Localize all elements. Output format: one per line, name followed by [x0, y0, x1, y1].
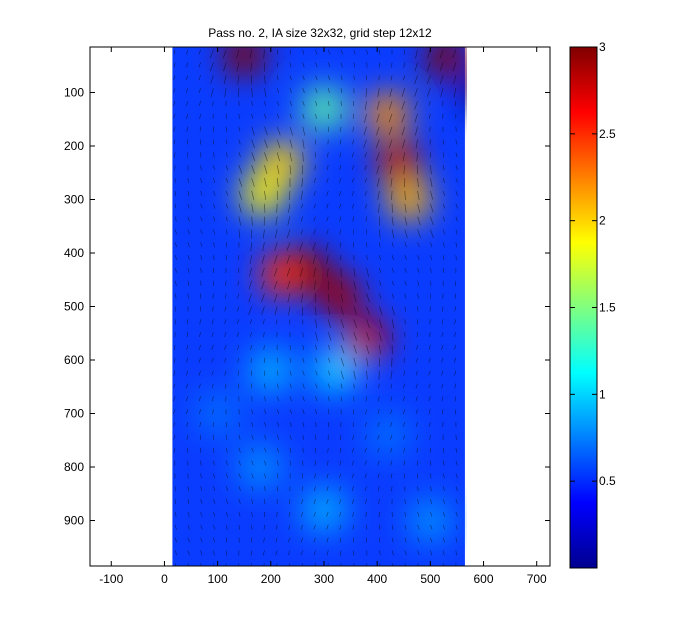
x-tick-label: 0	[161, 572, 168, 586]
x-tick-label: 700	[527, 572, 547, 586]
hotspot-2	[345, 317, 389, 361]
hotspot-11	[424, 36, 468, 80]
y-tick-label: 300	[64, 192, 84, 206]
hotspot-4	[376, 140, 420, 184]
x-tick-label: 400	[367, 572, 387, 586]
hotspot-5	[366, 92, 410, 136]
y-tick-label: 200	[64, 139, 84, 153]
y-tick-label: 400	[64, 246, 84, 260]
hotspot-14	[313, 349, 357, 393]
x-tick-label: 200	[261, 572, 281, 586]
x-tick-label: -100	[99, 572, 123, 586]
hotspot-19	[196, 392, 240, 436]
y-tick-label: 500	[64, 300, 84, 314]
hotspot-8	[241, 172, 285, 216]
colorbar-tick-label: 0.5	[599, 474, 616, 488]
colorbar-tick-label: 3	[599, 40, 606, 54]
hotspot-16	[302, 488, 346, 532]
colorbar-tick-label: 1	[599, 387, 606, 401]
colorbar-tick-label: 2.5	[599, 127, 616, 141]
hotspot-6	[387, 177, 431, 221]
hotspot-15	[238, 445, 282, 489]
y-tick-label: 900	[64, 514, 84, 528]
y-tick-label: 700	[64, 407, 84, 421]
heatmap	[172, 33, 505, 566]
hotspot-9	[302, 87, 346, 131]
colorbar: 0.5 1 1.5 2 2.5 3	[570, 40, 616, 568]
hotspot-3	[259, 252, 303, 296]
chart-title: Pass no. 2, IA size 32x32, grid step 12x…	[90, 26, 550, 40]
x-tick-label: 500	[420, 572, 440, 586]
hotspot-17	[366, 413, 410, 457]
y-tick-label: 600	[64, 353, 84, 367]
colorbar-tick-label: 1.5	[599, 301, 616, 315]
x-tick-label: 600	[474, 572, 494, 586]
x-tick-label: 100	[208, 572, 228, 586]
colorbar-tick-label: 2	[599, 214, 606, 228]
y-tick-label: 800	[64, 460, 84, 474]
hotspot-18	[408, 499, 452, 543]
y-tick-label: 100	[64, 85, 84, 99]
x-tick-label: 300	[314, 572, 334, 586]
hotspot-13	[249, 349, 293, 393]
